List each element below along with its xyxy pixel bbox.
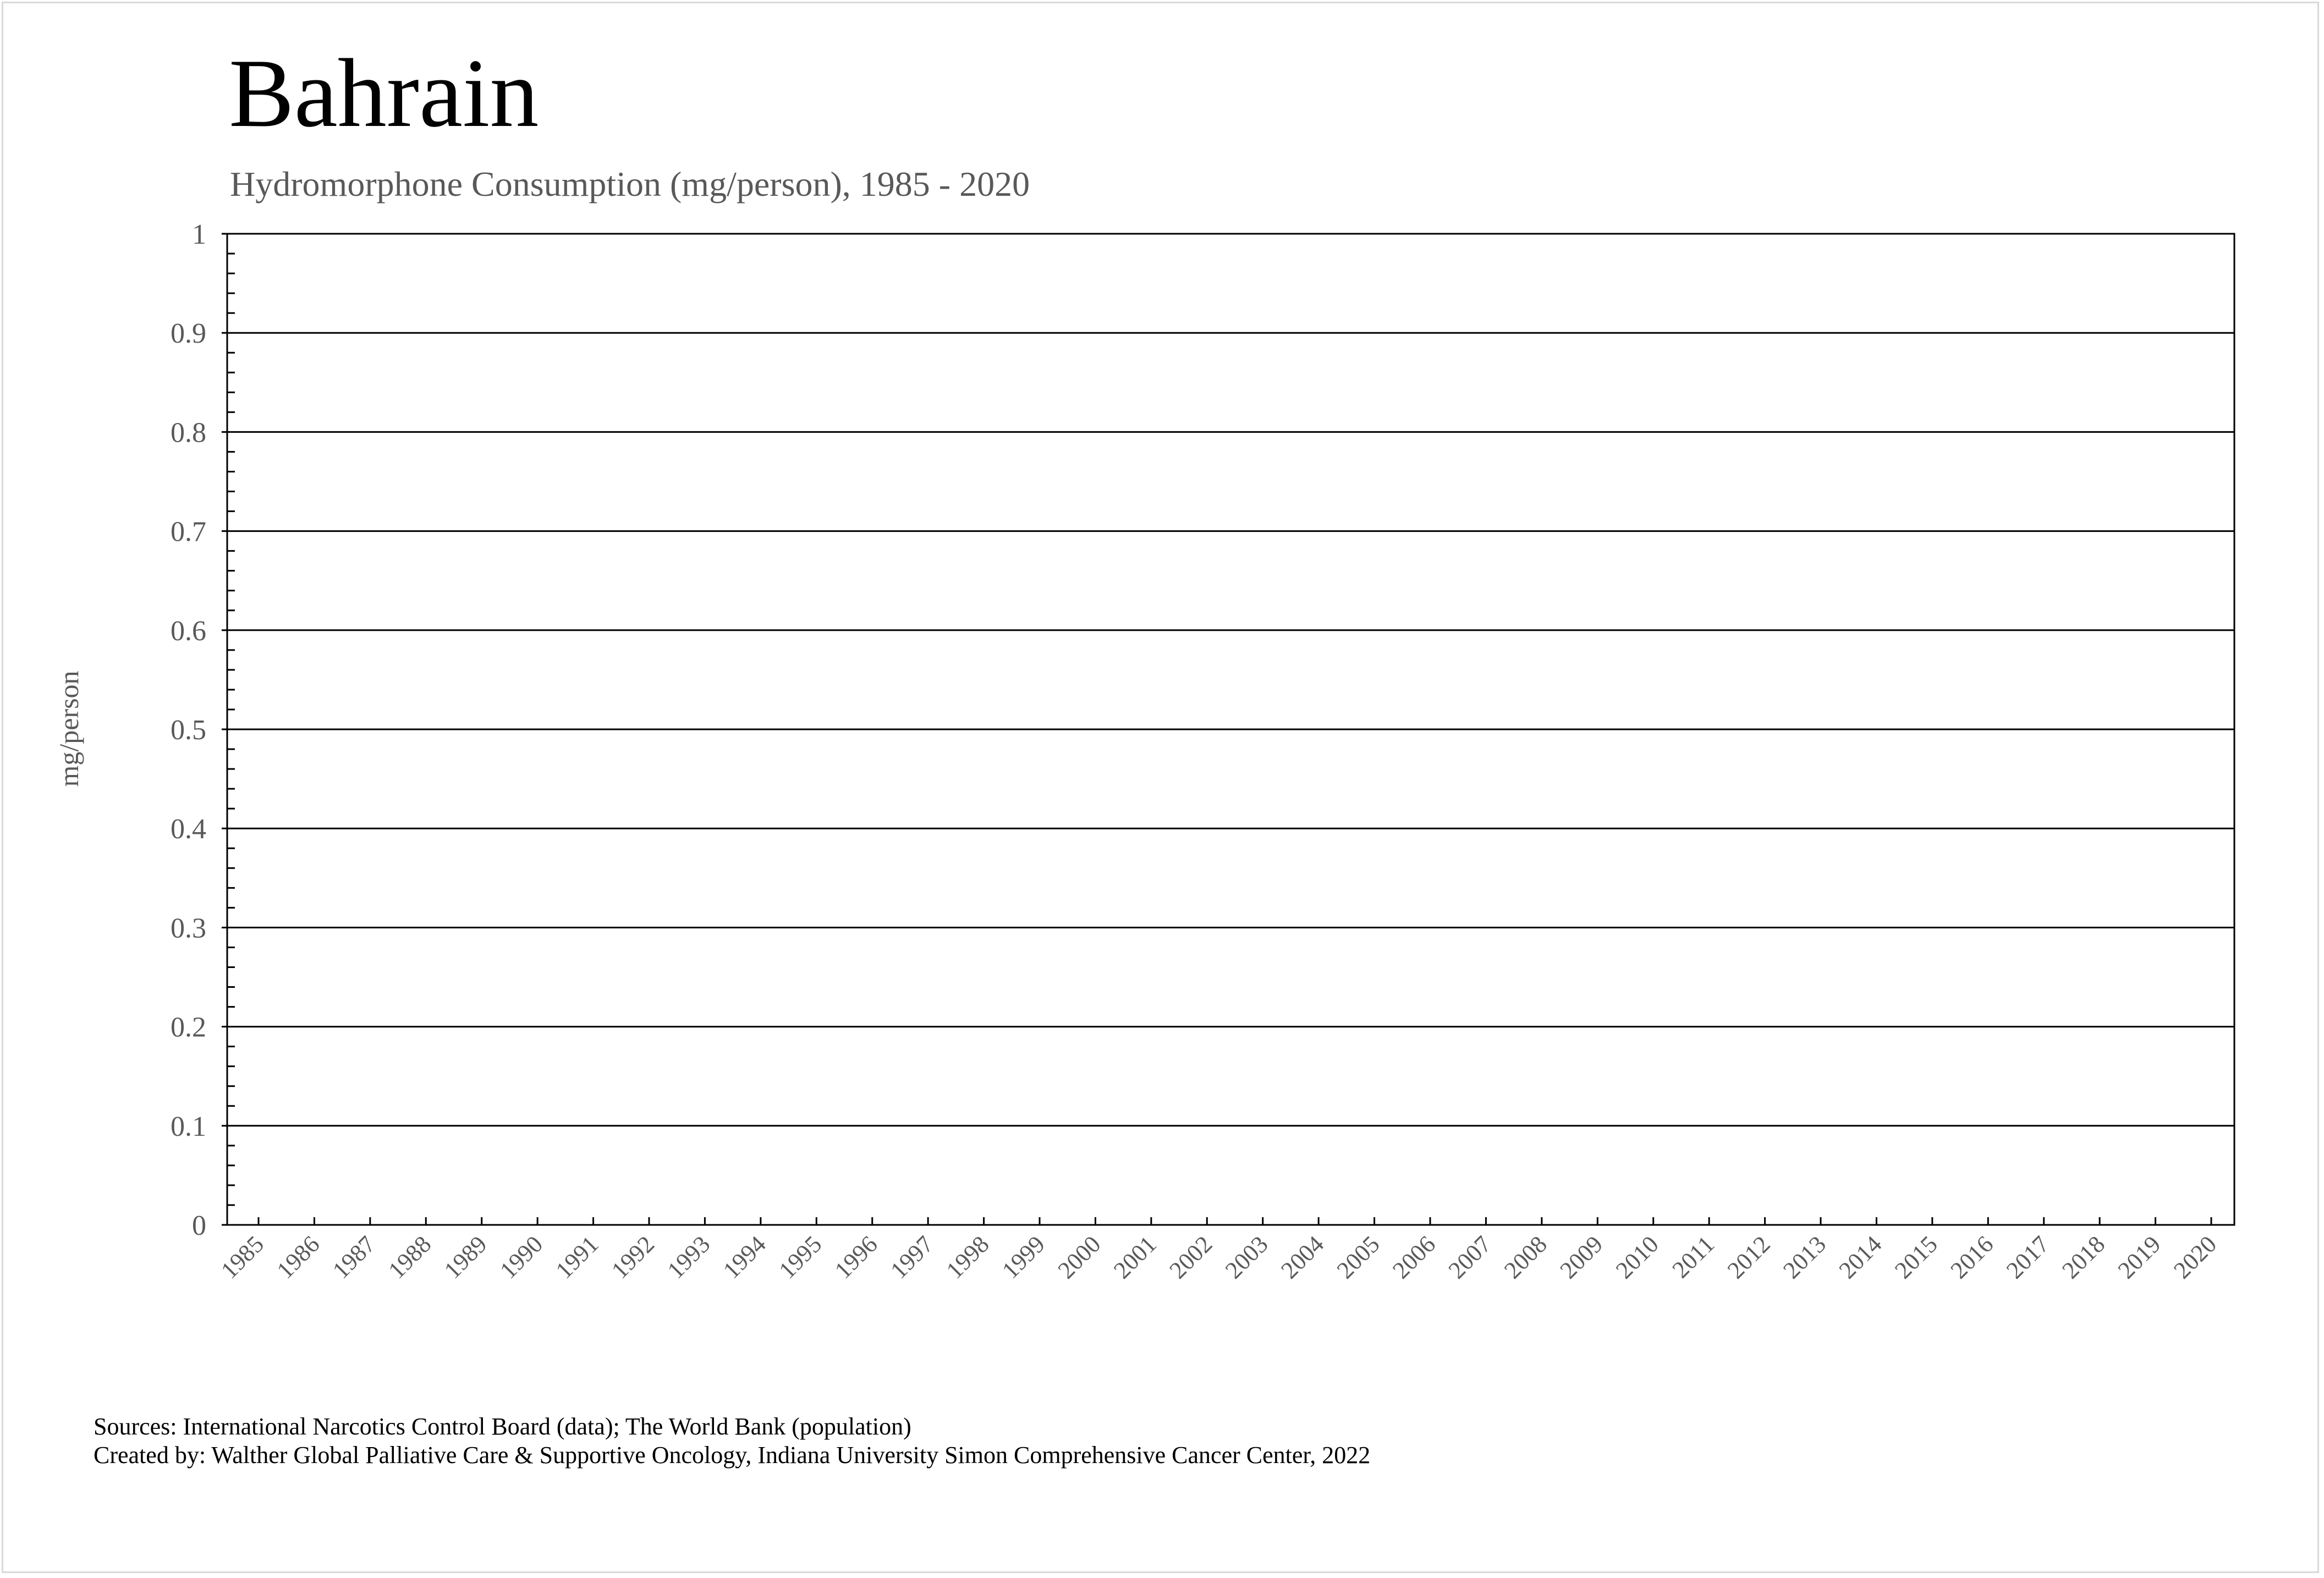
x-axis-tick-labels: 1985 1986 1987 1988 1989 1990 1991 1992 1993 1994… (216, 1230, 2222, 1284)
x-tick-label-6: 1991 (551, 1230, 604, 1284)
x-tick-label-14: 1999 (997, 1230, 1050, 1284)
x-tick-label-4: 1989 (439, 1230, 492, 1284)
y-tick-label-1: 0.1 (171, 1111, 206, 1142)
x-tick-label-15: 2000 (1053, 1230, 1106, 1284)
y-tick-label-0: 0 (192, 1210, 206, 1241)
x-tick-label-2: 1987 (327, 1230, 381, 1284)
created-by-note: Created by: Walther Global Palliative Ca… (94, 1442, 1371, 1469)
x-tick-label-25: 2010 (1611, 1230, 1664, 1284)
plot-area-border (226, 233, 2235, 1226)
y-tick-label-5: 0.5 (171, 714, 206, 746)
x-tick-label-10: 1995 (773, 1230, 827, 1284)
y-tick-label-2: 0.2 (171, 1012, 206, 1043)
x-tick-label-35: 2020 (2168, 1230, 2222, 1284)
footer: Sources: International Narcotics Control… (94, 1412, 1370, 1470)
x-tick-label-12: 1997 (885, 1230, 938, 1284)
x-tick-label-13: 1998 (941, 1230, 995, 1284)
x-tick-label-27: 2012 (1722, 1230, 1776, 1284)
y-tick-label-8: 0.8 (171, 417, 206, 448)
y-minor-ticks (227, 252, 235, 1206)
y-tick-label-4: 0.4 (171, 813, 206, 845)
x-tick-label-22: 2007 (1443, 1230, 1497, 1284)
x-tick-label-16: 2001 (1108, 1230, 1162, 1284)
y-tick-label-6: 0.6 (171, 615, 206, 647)
y-tick-label-10: 1 (192, 219, 206, 250)
y-tick-label-7: 0.7 (171, 516, 206, 548)
x-tick-label-7: 1992 (606, 1230, 660, 1284)
x-tick-label-23: 2008 (1499, 1230, 1552, 1284)
x-tick-label-24: 2009 (1554, 1230, 1608, 1284)
x-tick-label-8: 1993 (662, 1230, 716, 1284)
x-tick-label-11: 1996 (829, 1230, 883, 1284)
x-tick-label-32: 2017 (2001, 1230, 2054, 1284)
x-tick-label-28: 2013 (1778, 1230, 1831, 1284)
x-tick-label-20: 2005 (1332, 1230, 1385, 1284)
x-tick-label-34: 2019 (2113, 1230, 2166, 1284)
x-tick-label-5: 1990 (495, 1230, 548, 1284)
x-tick-label-33: 2018 (2057, 1230, 2110, 1284)
x-tick-label-18: 2003 (1220, 1230, 1273, 1284)
x-tick-label-1: 1986 (272, 1230, 325, 1284)
x-tick-label-29: 2014 (1834, 1230, 1887, 1284)
x-tick-label-17: 2002 (1164, 1230, 1217, 1284)
x-tick-label-21: 2006 (1387, 1230, 1441, 1284)
x-axis-ticks (257, 1217, 2212, 1225)
chart-subtitle: Hydromorphone Consumption (mg/person), 1… (230, 164, 1030, 204)
sources-note: Sources: International Narcotics Control… (94, 1413, 911, 1440)
y-tick-label-9: 0.9 (171, 318, 206, 349)
x-tick-label-19: 2004 (1276, 1230, 1329, 1284)
y-axis-tick-labels: 0 0.1 0.2 0.3 0.4 0.5 0.6 0.7 0.8 0.9 1 (171, 219, 206, 1241)
gridlines (222, 233, 2234, 1226)
x-tick-label-0: 1985 (216, 1230, 269, 1284)
chart-title: Bahrain (229, 39, 539, 147)
x-tick-label-26: 2011 (1667, 1230, 1719, 1283)
y-tick-label-3: 0.3 (171, 912, 206, 944)
x-tick-label-30: 2015 (1889, 1230, 1943, 1284)
x-tick-label-9: 1994 (718, 1230, 771, 1284)
x-tick-label-3: 1988 (383, 1230, 436, 1284)
x-tick-label-31: 2016 (1945, 1230, 1998, 1284)
